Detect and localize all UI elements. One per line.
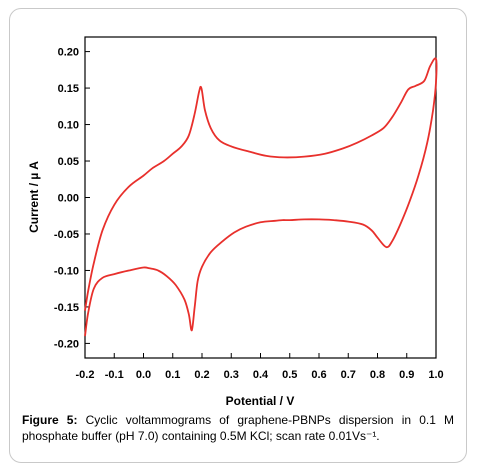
y-tick-label: -0.20 bbox=[54, 338, 79, 350]
x-tick-label: 0.3 bbox=[224, 369, 239, 381]
x-tick-label: 0.4 bbox=[253, 369, 269, 381]
x-tick-label: 0.8 bbox=[370, 369, 385, 381]
caption-text: Cyclic voltammograms of graphene-PBNPs d… bbox=[22, 413, 455, 443]
y-tick-label: 0.20 bbox=[58, 47, 79, 59]
y-tick-label: -0.10 bbox=[54, 265, 79, 277]
x-tick-label: 0.5 bbox=[282, 369, 297, 381]
x-tick-label: 0.2 bbox=[194, 369, 209, 381]
x-tick-label: 0.6 bbox=[311, 369, 326, 381]
x-tick-label: -0.1 bbox=[105, 369, 124, 381]
x-axis-label: Potential / V bbox=[226, 394, 295, 408]
y-tick-label: -0.15 bbox=[54, 302, 79, 314]
x-tick-label: 0.9 bbox=[399, 369, 414, 381]
x-tick-label: 0.7 bbox=[341, 369, 356, 381]
x-tick-label: 0.0 bbox=[136, 369, 151, 381]
series-layer bbox=[84, 57, 438, 337]
x-tick-label: -0.2 bbox=[76, 369, 95, 381]
figure-caption: Figure 5: Cyclic voltammograms of graphe… bbox=[22, 412, 454, 444]
y-axis-label: Current / µ A bbox=[27, 161, 41, 233]
caption-label: Figure 5: bbox=[22, 413, 78, 427]
x-tick-label: 1.0 bbox=[428, 369, 443, 381]
y-tick-label: 0.05 bbox=[58, 156, 79, 168]
y-tick-label: 0.15 bbox=[58, 83, 79, 95]
plot-area bbox=[84, 36, 437, 359]
y-axis: 0.20 0.15 0.10 0.05 0.00 -0.05 -0.10 -0.15 -0.20 bbox=[54, 47, 90, 350]
y-tick-label: -0.05 bbox=[54, 229, 79, 241]
y-tick-label: 0.10 bbox=[58, 120, 79, 132]
x-tick-label: 0.1 bbox=[165, 369, 180, 381]
x-axis: -0.2 -0.1 0.0 0.1 0.2 0.3 0.4 0.5 0.6 0.7 0.8 0.9 1.… bbox=[76, 353, 444, 381]
cv-curve bbox=[84, 57, 438, 337]
y-tick-label: 0.00 bbox=[58, 193, 79, 205]
